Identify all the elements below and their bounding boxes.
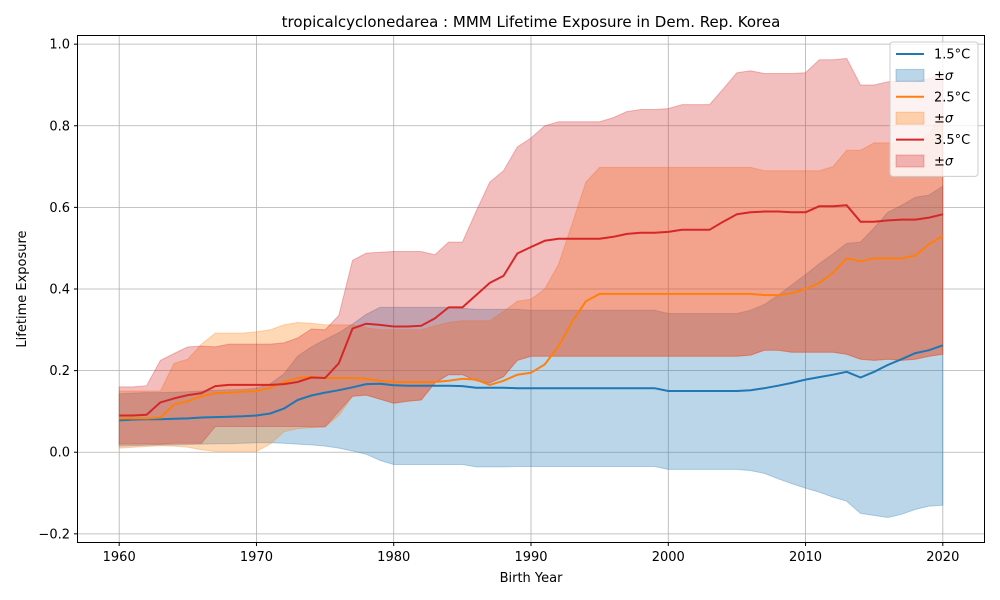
legend-label: 1.5°C [934, 48, 970, 63]
y-tick-label: 0.6 [49, 201, 70, 216]
x-tick-label: 1960 [103, 550, 136, 565]
legend-label: ±σ [934, 112, 954, 127]
legend-label: 2.5°C [934, 90, 970, 105]
x-tick-label: 2010 [789, 550, 822, 565]
legend-label: 3.5°C [934, 133, 970, 148]
band-1.5°C [118, 185, 944, 519]
legend-band-swatch [895, 154, 925, 168]
grid [78, 36, 984, 542]
band-3.5°C [118, 57, 944, 445]
x-tick-label: 1970 [240, 550, 273, 565]
y-axis-label: Lifetime Exposure [15, 230, 30, 347]
line-3.5°C [119, 204, 944, 417]
y-tick-label: 0.4 [49, 283, 70, 298]
x-axis-ticks: 1960 1970 1980 1990 2000 2010 2020 [103, 542, 959, 565]
y-tick-label: 0.2 [49, 364, 70, 379]
legend-label: ±σ [934, 155, 954, 170]
chart-title: tropicalcyclonedarea : MMM Lifetime Expo… [282, 13, 781, 31]
series-lines [119, 204, 944, 422]
band-2.5°C [118, 111, 944, 452]
legend-label: ±σ [934, 69, 954, 84]
legend-band-swatch [895, 111, 925, 125]
y-axis-ticks: −0.2 0.0 0.2 0.4 0.6 0.8 1.0 [38, 38, 78, 542]
x-tick-label: 1980 [377, 550, 410, 565]
y-tick-label: 0.0 [49, 446, 70, 461]
bands [118, 57, 944, 519]
y-tick-label: 1.0 [49, 38, 70, 53]
legend: 1.5°C ±σ 2.5°C ±σ 3.5°C ±σ [889, 41, 979, 177]
x-tick-label: 2000 [652, 550, 685, 565]
line-1.5°C [119, 344, 944, 422]
x-axis-label: Birth Year [500, 571, 564, 586]
x-tick-label: 1990 [514, 550, 547, 565]
x-tick-label: 2020 [926, 550, 959, 565]
legend-box [889, 41, 979, 177]
y-tick-label: −0.2 [38, 527, 70, 542]
y-tick-label: 0.8 [49, 119, 70, 134]
legend-band-swatch [895, 68, 925, 82]
line-2.5°C [119, 235, 944, 420]
